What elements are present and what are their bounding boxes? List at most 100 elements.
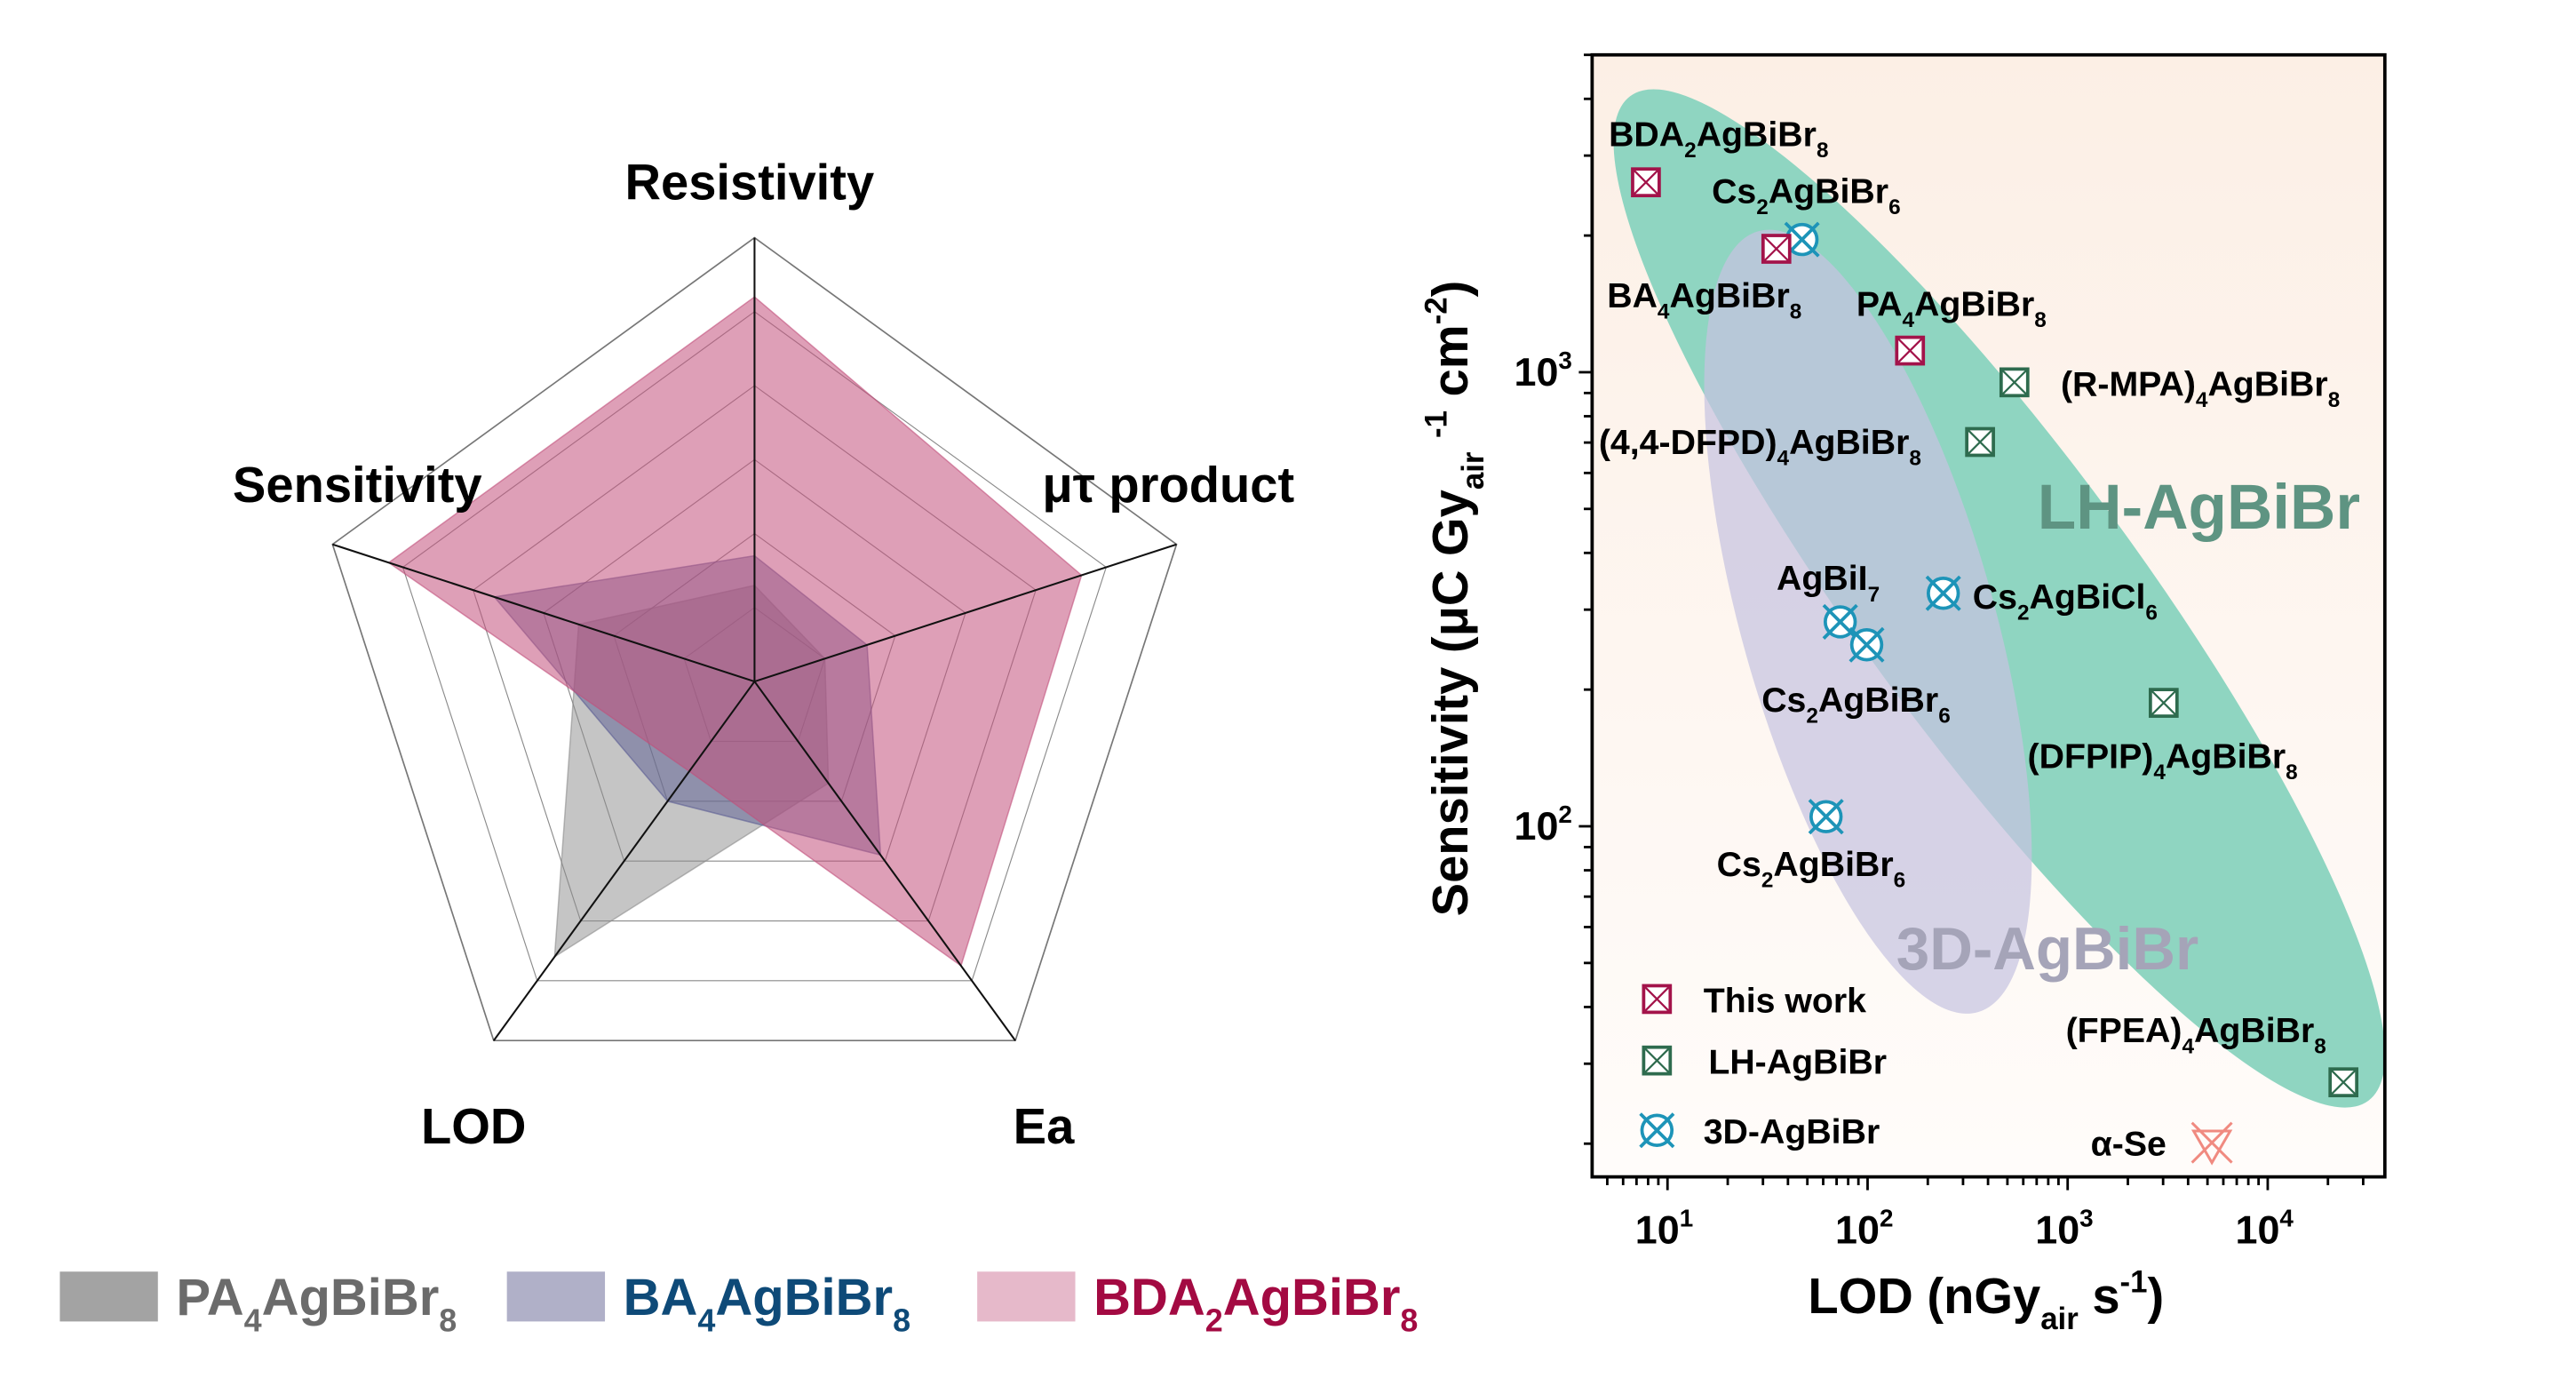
label-segment: BA <box>624 1270 698 1326</box>
label-segment: 8 <box>2328 388 2341 412</box>
label-segment: AgBiBr <box>2194 1011 2314 1050</box>
label-segment: -1 <box>2120 1265 2148 1299</box>
y-axis-label: Sensitivity (μC Gyair -1 cm-2) <box>1419 281 1491 917</box>
label-segment: Cs <box>1761 681 1806 720</box>
scatter-legend: This work LH-AgBiBr 3D-AgBiBr <box>1639 981 1887 1151</box>
marker-cross <box>1896 336 1925 365</box>
data-point: (R-MPA)4AgBiBr8 <box>1999 364 2340 412</box>
data-point: BDA2AgBiBr8 <box>1609 115 1829 198</box>
point-label: AgBiI7 <box>1777 559 1880 607</box>
radar-axis-line <box>753 681 1016 1041</box>
label-segment: 8 <box>1909 446 1921 470</box>
label-segment: 2 <box>1684 139 1697 163</box>
marker-cross <box>1822 603 1858 640</box>
label-segment: 2 <box>1205 1302 1223 1338</box>
point-label: (4,4-DFPD)4AgBiBr8 <box>1599 423 1921 471</box>
plot-frame <box>1590 52 2387 1179</box>
label-segment: 8 <box>2286 761 2298 785</box>
label-segment: 6 <box>1894 869 1906 893</box>
region-label: 3D-AgBiBr <box>1896 916 2198 983</box>
label-segment: AgBiBr <box>1223 1270 1401 1326</box>
label-segment: (R-MPA) <box>2061 364 2196 403</box>
label-segment: air <box>1457 451 1491 490</box>
radar-axis-label: Sensitivity <box>233 457 482 513</box>
region-label: LH-AgBiBr <box>2038 473 2360 543</box>
label-segment: 8 <box>1817 139 1829 163</box>
label-segment: Cs <box>1973 577 2017 617</box>
marker-cross <box>2150 689 2178 717</box>
data-point: BA4AgBiBr8 <box>1607 234 1801 324</box>
label-segment: 4 <box>244 1302 262 1338</box>
x-tick-label: 102 <box>1835 1205 1893 1253</box>
label-segment: AgBiBr <box>1669 276 1789 315</box>
label-segment: 4 <box>1658 300 1670 324</box>
square-x-marker <box>1642 984 1673 1015</box>
legend-item: BA4AgBiBr8 <box>506 1270 910 1338</box>
marker-cross <box>1966 427 1994 457</box>
marker-cross <box>2329 1068 2357 1096</box>
label-segment: Cs <box>1717 845 1761 884</box>
marker-triangle <box>2190 1129 2233 1166</box>
label-segment: AgBiBr <box>715 1270 893 1326</box>
circle-x-marker <box>1808 799 1844 835</box>
legend-item: BDA2AgBiBr8 <box>977 1270 1418 1338</box>
marker-cross <box>2000 368 2029 397</box>
label-segment: -2 <box>1419 297 1453 324</box>
x-tick-label: 101 <box>1635 1205 1693 1253</box>
label-segment: AgBiBr <box>2166 737 2286 776</box>
circle-x-marker <box>1822 603 1858 640</box>
label-segment: 4 <box>697 1302 715 1338</box>
data-point: Cs2AgBiBr6 <box>1717 799 1906 893</box>
radar-axis-label: Resistivity <box>624 155 874 211</box>
data-point: Cs2AgBiBr6 <box>1761 626 1951 728</box>
label-segment: 10 <box>2235 1207 2279 1252</box>
label-segment: 10 <box>2035 1207 2079 1252</box>
radar-axis-line <box>754 543 1177 683</box>
radar-chart: Resistivity μτ product Ea LOD Sensitivity <box>233 155 1294 1155</box>
label-segment: 2 <box>1761 869 1774 893</box>
label-segment: 6 <box>1938 704 1951 728</box>
triangle-x-marker <box>2190 1121 2233 1166</box>
label-segment: -1 <box>1419 410 1453 438</box>
label-segment: 2 <box>1806 704 1818 728</box>
label-segment: BDA <box>1609 115 1684 155</box>
label-segment: AgBiBr <box>1769 171 1888 211</box>
x-tick-label: 103 <box>2035 1205 2093 1253</box>
data-point: α-Se <box>2091 1121 2233 1166</box>
marker-cross <box>1925 575 1961 611</box>
scatter-chart: LH-AgBiBr3D-AgBiBrBDA2AgBiBr8Cs2AgBiBr6B… <box>1419 52 2387 1336</box>
legend-label: This work <box>1704 981 1866 1020</box>
point-label: PA4AgBiBr8 <box>1856 284 2047 332</box>
y-tick-label: 102 <box>1515 801 1572 848</box>
square-x-marker <box>1895 335 1926 366</box>
legend-item: This work <box>1642 981 1866 1020</box>
region-3d-agbibr <box>1704 229 2032 1014</box>
data-point: Cs2AgBiBr6 <box>1712 171 1901 258</box>
marker-cross <box>1642 984 1672 1014</box>
label-segment: cm <box>1422 324 1478 410</box>
point-label: BA4AgBiBr8 <box>1607 276 1801 324</box>
label-segment: 4 <box>2196 388 2208 412</box>
data-point: Cs2AgBiCl6 <box>1925 575 2158 625</box>
point-label: Cs2AgBiCl6 <box>1973 577 2158 625</box>
label-segment: 8 <box>1400 1302 1418 1338</box>
label-segment: AgBiBr <box>1697 115 1817 155</box>
point-label: (R-MPA)4AgBiBr8 <box>2061 364 2340 412</box>
point-label: α-Se <box>2091 1124 2167 1163</box>
radar-grid-ring <box>331 236 1178 1042</box>
data-point: AgBiI7 <box>1777 559 1880 640</box>
label-segment: 8 <box>439 1302 457 1338</box>
legend-swatch <box>60 1271 158 1322</box>
label-segment: 4 <box>2182 1035 2194 1059</box>
label-segment: 6 <box>1888 195 1901 219</box>
y-tick-label: 103 <box>1515 346 1572 394</box>
label-segment: 4 <box>1902 308 1914 332</box>
label-segment: α-Se <box>2091 1124 2167 1163</box>
label-segment: AgBiBr <box>1773 845 1893 884</box>
label-segment: (FPEA) <box>2066 1011 2182 1050</box>
regions <box>1613 89 2385 1108</box>
marker-cross <box>1639 1112 1675 1149</box>
circle-x-marker <box>1639 1112 1675 1149</box>
marker-cross <box>1808 799 1844 835</box>
radar-axis-label: Ea <box>1014 1098 1075 1154</box>
